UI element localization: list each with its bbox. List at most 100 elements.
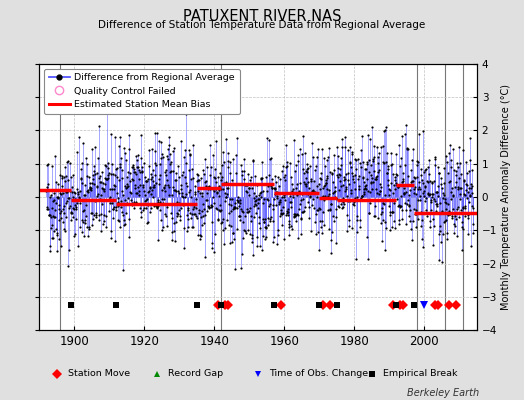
Point — [239, 227, 248, 234]
Point — [415, 184, 423, 191]
Point — [172, 177, 181, 184]
Point — [279, 204, 287, 210]
Point — [45, 186, 53, 193]
Point — [170, 228, 178, 235]
Point — [394, 184, 402, 191]
Point — [351, 172, 359, 178]
Point — [449, 206, 457, 212]
Point — [389, 209, 398, 215]
Point — [269, 218, 277, 225]
Point — [157, 139, 165, 145]
Point — [461, 203, 469, 209]
Point — [66, 160, 74, 166]
Point — [104, 160, 112, 167]
Point — [226, 240, 234, 246]
Point — [420, 169, 428, 176]
Point — [224, 157, 233, 164]
Point — [401, 131, 409, 138]
Point — [94, 123, 103, 129]
Point — [178, 190, 186, 196]
Point — [437, 175, 445, 182]
Point — [115, 142, 123, 149]
Point — [424, 192, 433, 198]
Point — [78, 229, 86, 236]
Point — [323, 192, 332, 199]
Point — [292, 211, 301, 217]
Point — [385, 191, 394, 198]
Point — [453, 204, 462, 210]
Point — [322, 174, 331, 181]
Point — [252, 196, 260, 203]
Point — [147, 176, 155, 182]
Point — [285, 217, 293, 224]
Point — [381, 225, 390, 232]
Point — [102, 176, 111, 182]
Point — [250, 214, 258, 220]
Point — [374, 154, 382, 160]
Point — [139, 206, 147, 213]
Point — [435, 257, 443, 264]
Point — [374, 214, 383, 221]
Point — [346, 144, 354, 150]
Point — [70, 189, 79, 195]
Point — [317, 170, 325, 176]
Point — [279, 194, 288, 200]
Point — [248, 185, 256, 191]
Point — [71, 202, 80, 208]
Point — [273, 194, 281, 201]
Point — [450, 167, 458, 173]
Point — [385, 227, 394, 233]
Point — [81, 216, 90, 223]
Text: Time of Obs. Change: Time of Obs. Change — [269, 370, 368, 378]
Point — [221, 189, 229, 196]
Point — [401, 200, 410, 207]
Point — [271, 179, 280, 186]
Point — [368, 124, 376, 130]
Point — [423, 191, 432, 198]
Point — [192, 196, 200, 202]
Point — [297, 216, 305, 222]
Point — [241, 228, 249, 234]
Point — [223, 191, 231, 198]
Point — [340, 176, 348, 183]
Point — [338, 204, 346, 211]
Point — [271, 185, 279, 191]
Point — [161, 211, 169, 218]
Point — [249, 158, 257, 164]
Point — [448, 213, 456, 220]
Point — [333, 172, 342, 178]
Point — [419, 180, 427, 186]
Point — [235, 213, 243, 220]
Point — [357, 193, 366, 200]
Point — [410, 175, 419, 181]
Point — [198, 222, 206, 228]
Point — [427, 196, 435, 203]
Point — [379, 143, 387, 150]
Point — [90, 163, 98, 169]
Point — [67, 210, 75, 216]
Text: Record Gap: Record Gap — [168, 370, 224, 378]
Point — [277, 211, 285, 217]
Point — [464, 189, 472, 195]
Point — [297, 230, 305, 237]
Point — [46, 194, 54, 200]
Point — [392, 151, 400, 158]
Point — [216, 202, 224, 208]
Point — [328, 170, 336, 177]
Point — [341, 188, 349, 194]
Point — [205, 204, 214, 210]
Point — [397, 179, 406, 185]
Point — [187, 175, 195, 182]
Point — [111, 134, 119, 140]
Point — [179, 200, 187, 207]
Point — [402, 122, 410, 128]
Point — [100, 188, 108, 194]
Point — [359, 191, 368, 197]
Point — [438, 184, 446, 191]
Point — [313, 154, 321, 160]
Point — [127, 197, 135, 204]
Point — [396, 203, 404, 209]
Point — [73, 148, 81, 155]
Point — [289, 194, 297, 200]
Point — [181, 180, 190, 186]
